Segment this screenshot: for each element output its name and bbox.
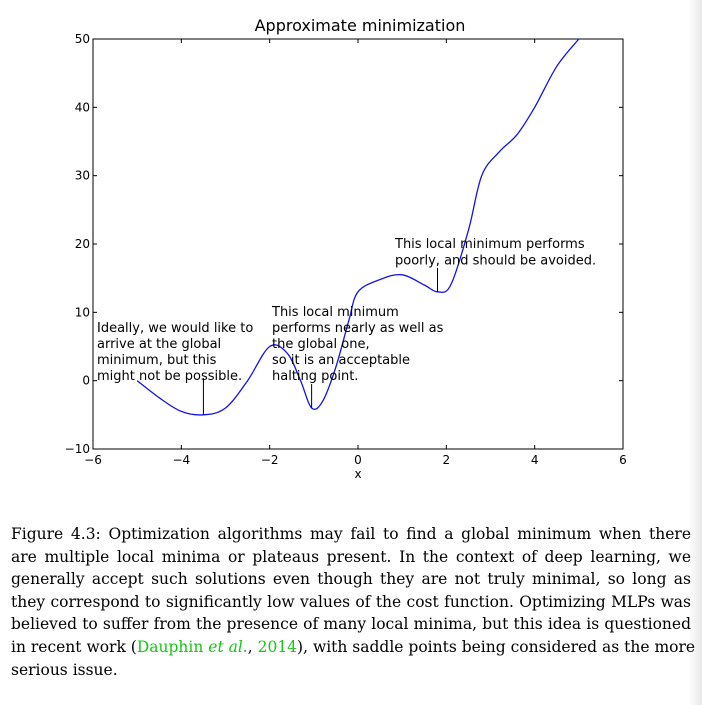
x-axis-label: x bbox=[354, 467, 361, 481]
y-tick-label: 30 bbox=[75, 169, 90, 183]
data-series-line bbox=[136, 38, 580, 416]
figure-caption: Figure 4.3: Optimization algorithms may … bbox=[11, 523, 695, 681]
annotation-text: Ideally, we would like to bbox=[97, 321, 253, 336]
plot-area: −6 −4 −2 0 2 4 6 −10 0 10 20 30 40 50 Ideally, we wo… bbox=[65, 32, 627, 467]
annotation-text: performs nearly as well as bbox=[272, 321, 444, 336]
x-tick-label: 2 bbox=[443, 453, 451, 467]
chart-title: Approximate minimization bbox=[255, 16, 466, 35]
x-tick-label: 4 bbox=[531, 453, 539, 467]
y-tick-label: 0 bbox=[82, 374, 90, 388]
caption-line: serious issue. bbox=[11, 660, 118, 679]
citation-etal: et al. bbox=[208, 637, 248, 656]
figure-4-3: Approximate minimization −6 −4 −2 0 2 4 6 −10 0… bbox=[65, 16, 627, 481]
annotation-text: minimum, but this bbox=[97, 353, 217, 368]
x-tick-label: −6 bbox=[84, 453, 102, 467]
x-tick-label: −4 bbox=[172, 453, 190, 467]
caption-line: are multiple local minima or plateaus pr… bbox=[11, 547, 691, 566]
y-tick-label: 10 bbox=[75, 305, 90, 319]
x-tick-label: 0 bbox=[354, 453, 362, 467]
caption-line: Figure 4.3: Optimization algorithms may … bbox=[11, 525, 691, 543]
annotation: This local minimum performs poorly, and s… bbox=[394, 237, 596, 292]
y-tick-label: 40 bbox=[75, 100, 90, 114]
annotation-text: so it is an acceptable bbox=[272, 353, 410, 368]
annotation-text: This local minimum performs bbox=[394, 237, 585, 252]
y-tick-label: −10 bbox=[65, 442, 90, 456]
y-tick-label: 50 bbox=[75, 32, 90, 46]
caption-line: generally accept such solutions even tho… bbox=[11, 570, 691, 589]
caption-text: , bbox=[247, 637, 258, 656]
citation-link[interactable]: Dauphin et al. bbox=[137, 638, 248, 656]
annotation-text: poorly, and should be avoided. bbox=[395, 254, 596, 269]
page-edge-shadow bbox=[688, 0, 702, 705]
y-axis: −10 0 10 20 30 40 50 bbox=[65, 32, 623, 456]
annotation-text: This local minimum bbox=[271, 305, 399, 320]
x-tick-label: −2 bbox=[261, 453, 279, 467]
annotation-text: might not be possible. bbox=[97, 369, 242, 384]
x-tick-label: 6 bbox=[619, 453, 627, 467]
annotation-text: arrive at the global bbox=[97, 337, 221, 352]
citation-author: Dauphin bbox=[136, 637, 209, 656]
caption-line: in recent work (Dauphin et al., 2014), w… bbox=[11, 636, 695, 659]
annotation-text: the global one, bbox=[272, 337, 370, 352]
citation-year-link[interactable]: 2014 bbox=[257, 637, 298, 656]
caption-line: believed to suffer from the presence of … bbox=[11, 615, 691, 634]
caption-text: ), with saddle points being considered a… bbox=[297, 637, 696, 656]
caption-text: in recent work ( bbox=[11, 637, 137, 656]
x-axis: −6 −4 −2 0 2 4 6 bbox=[84, 39, 627, 467]
caption-line: they correspond to significantly low val… bbox=[11, 592, 691, 611]
annotation-text: halting point. bbox=[272, 369, 358, 384]
y-tick-label: 20 bbox=[75, 237, 90, 251]
